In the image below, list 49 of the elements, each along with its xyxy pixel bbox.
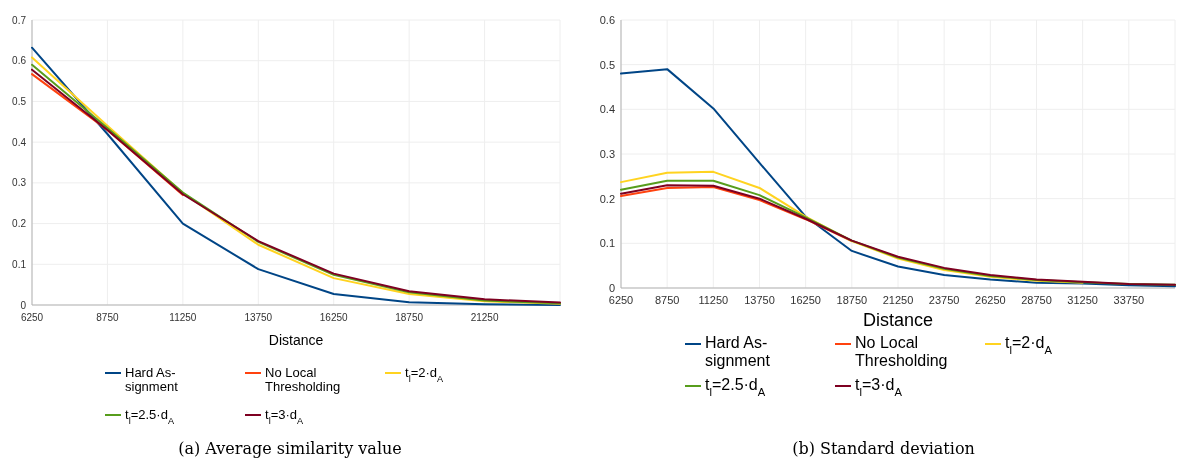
x-tick-label: 18750 [395,312,424,323]
legend-label: t$_{l}$=3·d$_{A}$ [265,407,305,426]
y-tick-label: 0.5 [12,95,27,107]
x-tick-label: 11250 [698,294,729,306]
x-tick-label: 13750 [744,294,775,306]
x-tick-label: 33750 [1113,294,1145,306]
x-tick-label: 31250 [1067,294,1098,306]
x-tick-label: 23750 [928,294,960,306]
legend-label: Hard As- signment [705,334,771,369]
y-tick-label: 0 [608,281,615,294]
x-tick-label: 6250 [20,312,44,323]
x-tick-label: 13750 [244,312,273,323]
y-tick-label: 0.7 [12,14,27,26]
x-tick-label: 8750 [96,312,119,323]
x-tick-label: 21250 [470,312,499,323]
y-tick-label: 0.6 [599,13,615,26]
y-tick-label: 0.1 [599,237,615,250]
x-tick-label: 6250 [608,294,634,306]
legend-label: t$_{l}$=3·d$_{A}$ [855,376,903,398]
x-tick-label: 18750 [836,294,868,306]
x-tick-label: 11250 [169,312,197,323]
y-tick-label: 0.2 [12,218,27,230]
y-tick-label: 0.4 [599,103,615,116]
y-tick-label: 0.5 [599,58,615,71]
legend-label: t$_{l}$=2.5·d$_{A}$ [705,376,766,398]
x-tick-label: 8750 [654,294,680,306]
y-tick-label: 0.3 [12,177,27,189]
y-tick-label: 0.6 [12,55,27,67]
x-tick-label: 16250 [790,294,821,306]
legend-label: t$_{l}$=2·d$_{A}$ [405,365,445,384]
y-tick-label: 0.4 [12,136,27,148]
text: (b) Standard deviation [792,439,975,458]
legend-label: No Local Thresholding [265,365,341,395]
line-series [620,170,1084,284]
legend-label: Hard As- signment [125,365,179,395]
y-tick-label: 0.3 [599,147,615,160]
y-tick-label: 0.2 [599,192,615,205]
x-axis-title: Distance [862,310,934,330]
y-tick-label: 0.1 [12,258,27,270]
x-axis-title: Distance [268,332,324,348]
legend-label: t$_{l}$=2.5·d$_{A}$ [125,407,175,426]
x-tick-label: 16250 [319,312,349,323]
text: (a) Average similarity value [178,439,402,458]
y-tick-label: 0 [20,299,27,311]
x-tick-label: 21250 [882,294,914,306]
x-tick-label: 28750 [1021,294,1052,306]
x-tick-label: 26250 [975,294,1006,306]
legend-label: t$_{l}$=2·d$_{A}$ [1005,334,1053,356]
legend-label: No Local Thresholding [855,334,948,369]
